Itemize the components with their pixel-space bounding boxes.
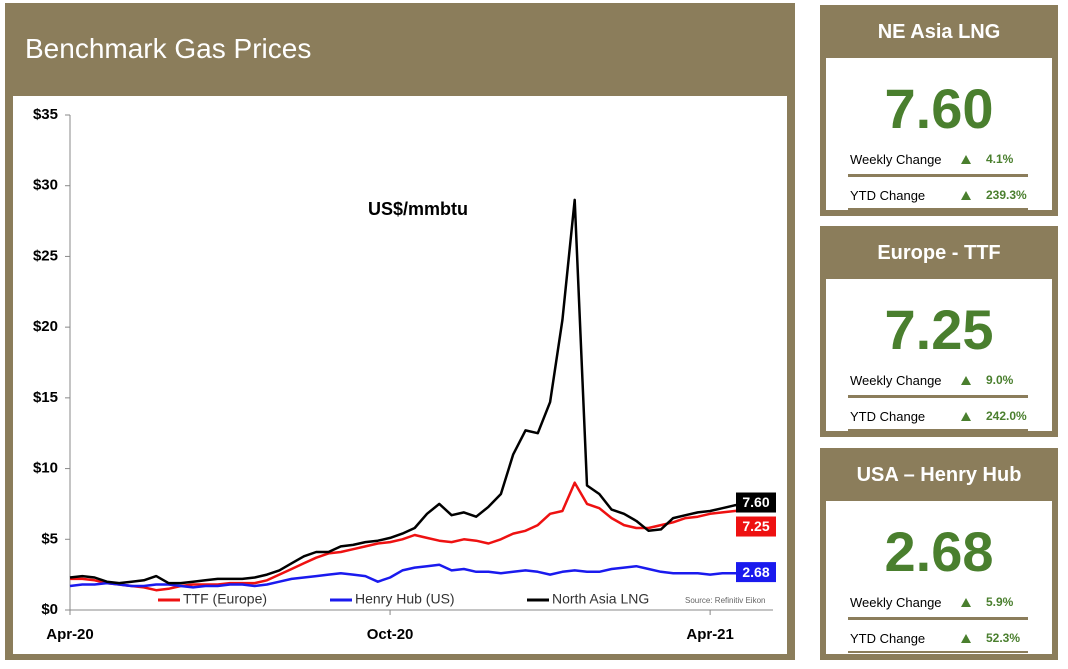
weekly-value: 9.0%	[986, 373, 1014, 387]
ytd-value: 52.3%	[986, 631, 1021, 645]
up-arrow	[961, 412, 971, 421]
divider	[848, 429, 1028, 431]
weekly-value: 4.1%	[986, 152, 1014, 166]
up-arrow	[961, 155, 971, 164]
kpi-panel: Europe - TTF 7.25 Weekly Change 9.0% YTD Cha…	[820, 226, 1058, 437]
panel-body: 2.68 Weekly Change 5.9% YTD Change 52.3%	[826, 501, 1052, 654]
divider	[848, 617, 1028, 620]
up-arrow-shape	[961, 191, 971, 200]
y-tick-label: $25	[33, 247, 58, 264]
chart-panel: Benchmark Gas Prices $0 $5 $10 $15 $20 $25 $30…	[5, 3, 795, 660]
ytd-label: YTD Change	[850, 409, 926, 424]
y-tick-label: $0	[41, 601, 58, 618]
panel-value: 7.25	[884, 298, 994, 361]
legend-label: Henry Hub (US)	[355, 591, 455, 607]
divider	[848, 651, 1028, 653]
page-title: Benchmark Gas Prices	[25, 33, 312, 64]
x-tick-label: Apr-21	[686, 626, 734, 643]
y-tick-label: $15	[33, 389, 58, 406]
end-label-box	[736, 516, 776, 537]
divider	[848, 174, 1028, 177]
up-arrow-shape	[961, 155, 971, 164]
divider	[848, 395, 1028, 398]
panel-title: Europe - TTF	[877, 242, 1001, 264]
ytd-value: 242.0%	[986, 409, 1027, 423]
end-label: 7.60	[736, 492, 776, 513]
y-tick-label: $30	[33, 177, 58, 194]
up-arrow-shape	[961, 598, 971, 607]
up-arrow	[961, 598, 971, 607]
series-line	[69, 198, 760, 585]
y-tick-label: $20	[33, 318, 58, 335]
weekly-label: Weekly Change	[850, 373, 942, 388]
legend-label: North Asia LNG	[552, 591, 649, 607]
y-tick-label: $10	[33, 460, 58, 477]
ytd-value: 239.3%	[986, 188, 1027, 202]
x-tick-label: Oct-20	[367, 626, 414, 643]
end-label-text: 2.68	[742, 564, 769, 580]
divider	[848, 208, 1028, 210]
series-line	[70, 481, 760, 592]
ytd-label: YTD Change	[850, 188, 926, 203]
weekly-value: 5.9%	[986, 595, 1014, 609]
kpi-panel: USA – Henry Hub 2.68 Weekly Change 5.9% YTD …	[820, 448, 1058, 660]
panel-title: NE Asia LNG	[877, 21, 1001, 43]
ytd-label: YTD Change	[850, 631, 926, 646]
end-label-box	[736, 562, 776, 583]
legend-bg	[525, 592, 675, 608]
panel-value: 2.68	[884, 520, 994, 583]
end-label: 7.25	[736, 516, 776, 537]
legend-bg	[156, 592, 306, 608]
panel-body: 7.25 Weekly Change 9.0% YTD Change 242.0%	[826, 279, 1052, 431]
legend-bg	[328, 592, 478, 608]
weekly-label: Weekly Change	[850, 595, 942, 610]
up-arrow-shape	[961, 376, 971, 385]
panel-title: USA – Henry Hub	[856, 464, 1022, 486]
y-tick-label: $35	[33, 106, 58, 123]
up-arrow-shape	[961, 412, 971, 421]
up-arrow	[961, 191, 971, 200]
kpi-panel: NE Asia LNG 7.60 Weekly Change 4.1% YTD Chan…	[820, 5, 1058, 216]
annotation: US$/mmbtu	[368, 199, 468, 219]
legend-label: TTF (Europe)	[183, 591, 267, 607]
weekly-label: Weekly Change	[850, 152, 942, 167]
y-tick-label: $5	[41, 530, 58, 547]
end-label-box	[736, 492, 776, 513]
up-arrow	[961, 376, 971, 385]
series-line	[69, 563, 760, 589]
chart: $0 $5 $10 $15 $20 $25 $30 $35 Apr-20 Oct-20 Apr-21…	[13, 96, 787, 654]
x-tick-label: Apr-20	[46, 626, 94, 643]
panel-body: 7.60 Weekly Change 4.1% YTD Change 239.3%	[826, 58, 1052, 210]
panel-value: 7.60	[884, 77, 994, 140]
end-label: 2.68	[736, 562, 776, 583]
end-label-text: 7.25	[742, 518, 769, 534]
up-arrow	[961, 634, 971, 643]
source-note: Source: Refinitiv Eikon	[685, 596, 765, 605]
up-arrow-shape	[961, 634, 971, 643]
end-label-text: 7.60	[742, 494, 769, 510]
